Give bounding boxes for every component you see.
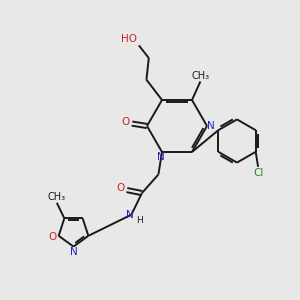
Text: HO: HO	[121, 34, 137, 44]
Text: Cl: Cl	[254, 168, 264, 178]
Text: N: N	[70, 247, 77, 257]
Text: O: O	[122, 117, 130, 128]
Text: N: N	[207, 121, 215, 131]
Text: CH₃: CH₃	[192, 71, 210, 81]
Text: O: O	[117, 183, 125, 193]
Text: N: N	[157, 152, 164, 162]
Text: O: O	[48, 232, 56, 242]
Text: H: H	[136, 216, 143, 225]
Text: N: N	[126, 210, 134, 220]
Text: CH₃: CH₃	[47, 192, 65, 203]
